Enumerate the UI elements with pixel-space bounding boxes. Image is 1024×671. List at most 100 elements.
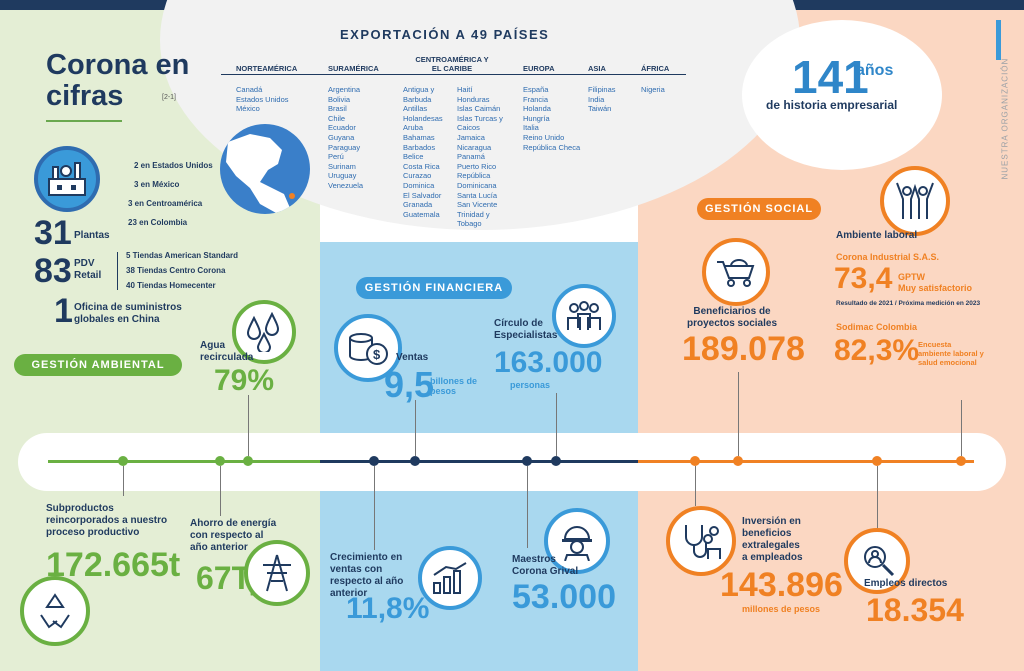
country: Antigua y Barbuda [403,85,435,104]
pdv-count: 83 [34,252,72,290]
connector-line [220,466,221,516]
connector-line [374,466,375,550]
oficina-count: 1 [54,292,73,330]
timeline-dot [215,456,225,466]
pdv-item: 38 Tiendas Centro Corona [126,266,226,275]
country: Puerto Rico [457,161,497,171]
side-section-label: NUESTRA ORGANIZACIÓN [1000,57,1010,180]
timeline-dot [410,456,420,466]
region-list-asia: Filipinas India Taiwán [588,85,634,114]
title-underline [46,120,122,122]
region-header: SURAMÉRICA [328,64,379,73]
timeline-dot [956,456,966,466]
country: Paraguay [328,142,361,152]
country: España [523,85,549,94]
country: México [236,104,260,114]
country: El Salvador [403,190,442,200]
energia-label: Ahorro de energía con respecto al año an… [190,518,277,553]
country: India [588,94,605,104]
agua-label: Agua recirculada [200,340,254,363]
maestros-value: 53.000 [512,578,616,616]
wheelbarrow-icon [702,238,770,306]
country: Guatemala [403,209,440,219]
region-header: ASIA [588,64,606,73]
timeline-dot [551,456,561,466]
healthcare-icon [666,506,736,576]
timeline-dot [733,456,743,466]
region-header: NORTEAMÉRICA [236,64,298,73]
country: Venezuela [328,180,364,190]
connector-line [961,400,962,456]
region-list-europa: España Francia Holanda Hungría Italia Re… [523,85,583,152]
country: Francia [523,94,549,104]
export-divider [221,74,686,75]
growth-chart-icon [418,546,482,610]
inversion-unit: millones de pesos [742,604,821,614]
region-list-centroamerica: Antigua y Barbuda Antillas Holandesas Ar… [403,85,455,219]
region-header: ÁFRICA [641,64,670,73]
ambiente-note: Resultado de 2021 / Próxima medición en … [836,300,981,307]
timeline-dot [243,456,253,466]
country: Ecuador [328,123,356,133]
ambiente-gptw-sub: Muy satisfactorio [898,283,973,293]
ambiente-value2: 82,3% [834,334,920,367]
historia-unit: años [856,62,894,79]
section-financiera: GESTIÓN FINANCIERA [356,277,512,299]
country: Nigeria [641,85,665,94]
connector-line [123,466,124,496]
timeline-segment-financiera [320,460,638,463]
oficina-label: Oficina de suministros globales en China [74,302,182,325]
section-social: GESTIÓN SOCIAL [697,198,821,220]
connector-line [415,400,416,456]
pdv-list: 5 Tiendas American Standard 38 Tiendas C… [126,248,266,293]
region-list-caribe: Haití Honduras Islas Caimán Islas Turcas… [457,85,513,229]
empleos-label: Empleos directos [864,578,948,589]
ambiente-value1: 73,4 [834,262,893,295]
country: Uruguay [328,171,357,181]
country: Holanda [523,104,551,114]
plantas-item: 23 en Colombia [128,218,188,227]
plantas-item: 3 en México [134,180,180,189]
connector-line [877,466,878,528]
connector-line [527,466,528,548]
country: Hungría [523,113,550,123]
title-reference: [2-1] [162,94,177,101]
pdv-item: 5 Tiendas American Standard [126,251,239,260]
especialistas-unit: personas [510,380,551,390]
connector-line [248,395,249,456]
beneficiarios-value: 189.078 [682,330,805,368]
region-header: EUROPA [523,64,555,73]
employee-search-icon [844,528,910,594]
country: Trinidad y Tobago [457,209,490,229]
ventas-label: Ventas [396,352,429,363]
ambiente-company1: Corona Industrial S.A.S. [836,252,940,262]
timeline-dot [118,456,128,466]
country: Aruba [403,123,424,133]
ambiente-company2: Sodimac Colombia [836,322,918,332]
country: Bahamas [403,132,435,142]
ventas-value: 9,5 [384,364,435,405]
country: Jamaica [457,132,485,142]
timeline-dot [690,456,700,466]
timeline-segment-ambiental [48,460,320,463]
ambiente-gptw: GPTW [898,272,925,282]
country: Granada [403,200,433,210]
country: República Checa [523,142,581,152]
region-list-suramerica: Argentina Bolivia Brasil Chile Ecuador G… [328,85,398,191]
pdv-label: PDV Retail [74,258,101,282]
plantas-list: 2 en Estados Unidos 3 en México 3 en Cen… [128,158,238,230]
page-title: Corona en cifras [46,49,190,112]
country: Panamá [457,152,485,162]
ambiente-encuesta: Encuesta ambiente laboral y salud emocio… [918,340,984,367]
country: Islas Turcas y Caicos [457,113,503,133]
country: Argentina [328,85,361,94]
timeline-dot [369,456,379,466]
timeline-dot [522,456,532,466]
country: San Vicente [457,200,498,210]
country: Canadá [236,85,263,94]
country: Islas Caimán [457,104,501,114]
inversion-label: Inversión en beneficios extralegales a e… [742,516,803,563]
country: Taiwán [588,104,612,114]
group-people-icon [552,284,616,348]
country: Surinam [328,161,356,171]
